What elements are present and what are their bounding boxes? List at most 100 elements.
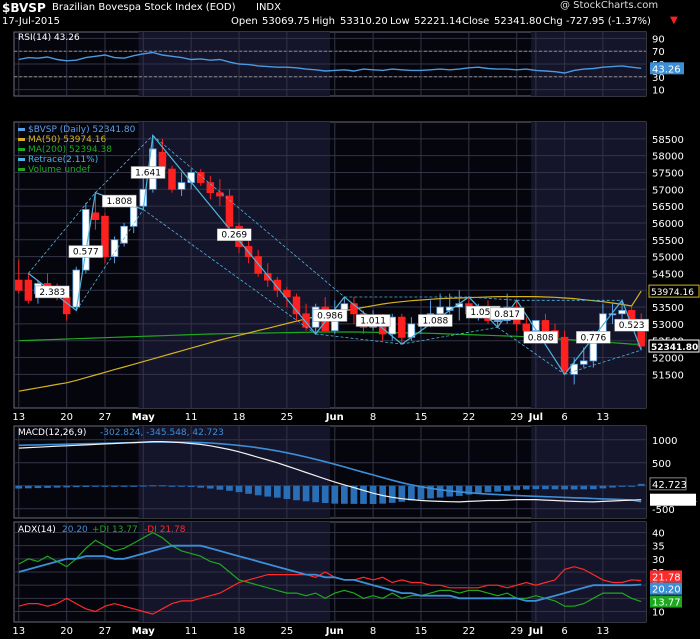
price-legend-entry: $BVSP (Daily) 52341.80 xyxy=(28,125,136,135)
macd-histogram-bar xyxy=(82,485,90,487)
low-value: 52221.14 xyxy=(414,16,462,27)
retrace-label: 0.577 xyxy=(73,248,99,258)
chart-header: $BVSP Brazilian Bovespa Stock Index (EOD… xyxy=(0,0,700,30)
adx-last-value: 21.78 xyxy=(652,572,681,583)
price-x-tick-label: 13 xyxy=(12,412,25,423)
price-legend-entry: MA(50) 53974.16 xyxy=(28,135,106,145)
chg-value: -727.95 (-1.37%) xyxy=(566,16,651,27)
macd-histogram-bar xyxy=(455,485,463,496)
exchange-label: INDX xyxy=(256,2,281,13)
candle-body xyxy=(264,273,272,281)
price-x-tick-label: 15 xyxy=(415,412,428,423)
macd-histogram-bar xyxy=(570,485,578,490)
close-last-value-box xyxy=(648,339,700,353)
price-legend-entry: Retrace(2.11%) xyxy=(28,155,98,165)
price-legend-entry: MA(200) 52394.38 xyxy=(28,145,112,155)
macd-histogram-bar xyxy=(245,485,252,494)
price-legend-swatch xyxy=(18,148,25,151)
price-x-tick-label: 8 xyxy=(370,412,376,423)
candle-body xyxy=(254,256,262,274)
macd-histogram-bar xyxy=(350,485,358,504)
macd-histogram-bar xyxy=(522,485,530,490)
macd-hist-last-box xyxy=(649,477,687,491)
retrace-label-box xyxy=(614,318,649,332)
bottom-x-tick-label: 18 xyxy=(233,626,246,637)
price-x-tick-label: 29 xyxy=(510,412,523,423)
price-tick-label: 53500 xyxy=(652,303,684,314)
macd-histogram-bar xyxy=(589,485,597,490)
retrace-label: 1.011 xyxy=(360,317,386,327)
ma50-last-value-box xyxy=(648,284,700,298)
bottom-x-tick-label: 6 xyxy=(561,626,567,637)
macd-histogram-bar xyxy=(379,485,387,504)
candle-body xyxy=(225,195,234,227)
candle-body xyxy=(101,215,109,257)
candle-body xyxy=(15,279,23,291)
bottom-x-tick-label: 13 xyxy=(12,626,25,637)
macd-histogram-bar xyxy=(187,485,195,487)
macd-histogram-bar xyxy=(111,485,118,487)
retrace-dashed-line xyxy=(315,333,402,345)
macd-tick-label: 1000 xyxy=(652,436,677,447)
retrace-label-box xyxy=(576,331,611,344)
candle-body xyxy=(24,279,33,301)
ma50-last-value: 53974.16 xyxy=(651,288,694,298)
adx-tick-label: 30 xyxy=(652,555,665,566)
bottom-x-tick-label: May xyxy=(132,626,155,637)
candle-body xyxy=(206,182,215,194)
retrace-dashed-line xyxy=(401,326,498,345)
rsi-tick-label: 30 xyxy=(652,73,665,84)
bottom-x-tick-label: 13 xyxy=(597,626,610,637)
price-tick-label: 56000 xyxy=(652,219,684,230)
macd-histogram-bar xyxy=(513,485,521,490)
candle-body xyxy=(110,239,119,257)
macd-histogram-bar xyxy=(599,485,607,489)
adx-last-value: 13.77 xyxy=(652,598,681,609)
macd-histogram-bar xyxy=(130,485,138,487)
retrace-label: 0.986 xyxy=(317,311,343,321)
rsi-tick-label: 90 xyxy=(652,34,665,45)
rsi-last-value: 43.26 xyxy=(652,64,681,75)
price-x-tick-label: 13 xyxy=(597,412,610,423)
price-legend-swatch xyxy=(18,158,25,161)
price-tick-label: 58000 xyxy=(652,152,684,163)
adx-last-box xyxy=(650,595,682,608)
bottom-x-tick-label: 25 xyxy=(281,626,294,637)
macd-histogram-bar xyxy=(494,485,501,492)
retrace-label: 0.523 xyxy=(619,321,645,331)
macd-histogram-bar xyxy=(53,485,61,488)
macd-histogram-bar xyxy=(561,485,568,490)
macd-histogram-bar xyxy=(235,485,243,493)
candle-body xyxy=(522,323,531,332)
macd-histogram-bar xyxy=(408,485,415,501)
minus-di-line xyxy=(18,566,642,615)
macd-histogram-bar xyxy=(178,485,185,487)
bottom-x-tick-label: 27 xyxy=(99,626,112,637)
macd-tick-label: 500 xyxy=(652,459,671,470)
macd-histogram-bar xyxy=(283,485,291,500)
adx-legend-plus-di: +DI 13.77 xyxy=(92,525,138,535)
candle-body xyxy=(570,363,578,375)
macd-histogram-bar xyxy=(637,483,645,486)
price-x-tick-label: Jun xyxy=(325,412,344,423)
macd-legend-name: MACD(12,26,9) xyxy=(18,428,86,438)
macd-histogram-bar xyxy=(609,485,616,488)
macd-histogram-bar xyxy=(139,485,147,487)
adx-last-box xyxy=(650,582,682,595)
price-tick-label: 51500 xyxy=(652,370,684,381)
retrace-dashed-line xyxy=(564,349,642,375)
candle-body xyxy=(120,225,128,244)
macd-histogram-bar xyxy=(159,485,166,487)
macd-histogram-bar xyxy=(465,485,473,495)
low-label: Low xyxy=(390,16,410,27)
retrace-label-box xyxy=(523,331,558,344)
price-tick-label: 55000 xyxy=(652,253,684,264)
price-x-tick-label: 27 xyxy=(99,412,112,423)
adx-last-box xyxy=(650,570,682,583)
candle-body xyxy=(292,296,301,315)
adx-legend-minus-di: -DI 21.78 xyxy=(144,525,186,535)
macd-histogram-bar xyxy=(618,485,626,487)
price-legend-swatch xyxy=(18,168,25,171)
date-label: 17-Jul-2015 xyxy=(2,16,61,27)
macd-histogram-bar xyxy=(206,485,214,489)
